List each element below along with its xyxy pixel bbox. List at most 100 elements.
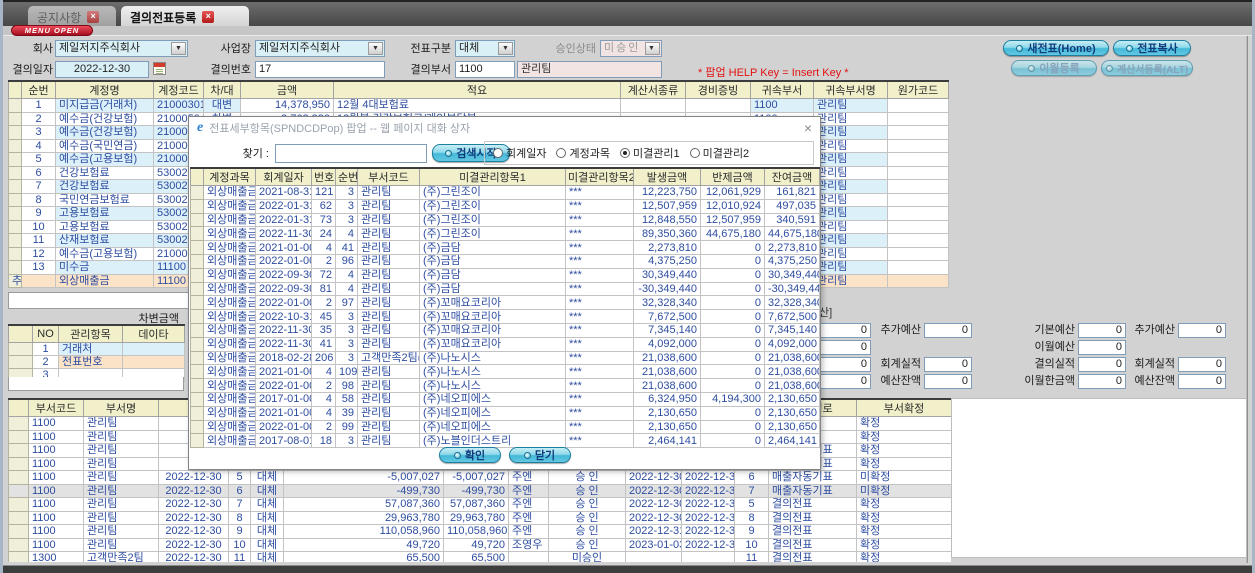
grid-cell[interactable]: 11 — [228, 551, 251, 562]
grid-cell[interactable]: 8 — [21, 192, 56, 207]
grid-cell[interactable]: 관리팀 — [813, 165, 888, 180]
grid-cell[interactable]: 미수금 — [55, 260, 154, 275]
table-row[interactable]: 1 거래처 — [8, 342, 185, 356]
grid-cell[interactable]: 조영우 — [508, 537, 549, 552]
table-row[interactable]: 외상매출금 2021-01-00 4 39 관리팀 (주)네오피에스 *** 2,130,65… — [190, 405, 820, 421]
table-row[interactable]: 외상매출금 2022-01-00 2 99 관리팀 (주)네오피에스 *** 2,130,65… — [190, 419, 820, 435]
calendar-icon[interactable] — [153, 62, 166, 75]
budget-amount-input[interactable]: 0 — [924, 323, 972, 338]
grid-cell[interactable]: 2022-12-30 — [158, 524, 229, 539]
table-row[interactable]: 외상매출금 2022-01-00 2 98 관리팀 (주)나노시스 *** 21,038,60… — [190, 378, 820, 393]
grid-cell[interactable]: 2017-01-00 — [255, 391, 312, 407]
grid-cell[interactable]: 5 — [21, 152, 56, 167]
close-button[interactable]: 닫기 — [508, 447, 571, 463]
grid-cell[interactable]: 1100 — [750, 98, 814, 113]
grid-cell[interactable]: 2,130,650 — [764, 391, 820, 407]
grid-cell[interactable]: 7 — [228, 497, 251, 512]
grid-cell[interactable]: 2022-01-31 — [255, 212, 312, 228]
grid-cell[interactable]: 0 — [700, 295, 765, 311]
grid-cell[interactable]: 44,675,180 — [700, 226, 765, 242]
grid-cell[interactable]: 11 — [21, 233, 56, 248]
grid-cell[interactable]: 2022-12-30 — [625, 497, 682, 512]
grid-cell[interactable] — [887, 152, 949, 167]
grid-cell[interactable]: (주)네오피에스 — [419, 419, 566, 435]
grid-cell[interactable]: 2022-12-30 — [158, 537, 229, 552]
grid-cell[interactable]: 2018-02-28 — [255, 350, 312, 366]
grid-cell[interactable]: 건강보험료 — [55, 165, 154, 180]
row-selector-cell[interactable] — [8, 138, 22, 153]
tab-notice[interactable]: 공지사항 × — [28, 6, 116, 28]
grid-cell[interactable]: (주)금담 — [419, 281, 566, 297]
grid-cell[interactable]: *** — [565, 350, 634, 366]
grid-cell[interactable]: (주)금담 — [419, 253, 566, 269]
grid-cell[interactable]: 2022-09-30 — [255, 267, 312, 283]
grid-cell[interactable]: 97 — [335, 295, 358, 311]
grid-cell[interactable]: 2,130,650 — [633, 419, 701, 435]
grid-cell[interactable]: 12,507,959 — [700, 212, 765, 228]
grid-cell[interactable]: (주)그린조이 — [419, 226, 566, 242]
grid-cell[interactable]: 확정 — [856, 524, 951, 539]
site-select[interactable]: 제일저지주식회사 ▼ — [255, 40, 385, 57]
table-row[interactable]: 외상매출금 2022-01-00 2 97 관리팀 (주)꼬매요코리아 *** 32,328,… — [190, 295, 820, 311]
grid-cell[interactable]: -5,007,027 — [443, 470, 509, 485]
table-row[interactable]: 외상매출금 2017-08-01 18 3 관리팀 (주)노블인더스트리 *** 2,464,… — [190, 433, 820, 449]
row-selector-cell[interactable] — [8, 219, 22, 234]
grid-cell[interactable]: 4,092,000 — [633, 336, 701, 352]
grid-cell[interactable] — [887, 246, 949, 261]
grid-cell[interactable]: 7,345,140 — [764, 322, 820, 338]
grid-cell[interactable]: *** — [565, 378, 634, 393]
table-row[interactable]: 1100 관리팀 2022-12-30 6 대체 -499,730 -499,730 주엔 승 … — [8, 483, 951, 498]
grid-cell[interactable]: 35 — [311, 322, 336, 338]
grid-cell[interactable]: 2022-12-30 — [158, 497, 229, 512]
grid-cell[interactable]: 2022-01-00 — [255, 419, 312, 435]
row-selector-cell[interactable] — [190, 336, 204, 352]
grid-cell[interactable]: 외상매출금 — [203, 405, 256, 421]
budget-amount-input[interactable]: 0 — [1078, 340, 1126, 355]
grid-cell[interactable]: 관리팀 — [357, 419, 420, 435]
grid-cell[interactable]: 2021-01-00 — [255, 364, 312, 380]
grid-cell[interactable]: 2022-01-00 — [255, 295, 312, 311]
grid-cell[interactable] — [122, 355, 185, 369]
grid-cell[interactable]: 승 인 — [548, 524, 626, 539]
grid-cell[interactable]: (주)꼬매요코리아 — [419, 322, 566, 338]
grid-cell[interactable]: 확정 — [856, 510, 951, 525]
grid-cell[interactable]: 0 — [700, 240, 765, 255]
grid-cell[interactable]: 외상매출금 — [203, 309, 256, 324]
grid-cell[interactable]: 4,194,300 — [700, 391, 765, 407]
grid-cell[interactable]: 대체 — [250, 497, 284, 512]
grid-cell[interactable]: 관리팀 — [83, 429, 159, 444]
row-selector-cell[interactable] — [8, 260, 22, 275]
grid-cell[interactable]: 2022-12-30 — [681, 510, 735, 525]
grid-cell[interactable]: 외상매출금 — [203, 185, 256, 200]
grid-cell[interactable]: 5 — [734, 497, 769, 512]
grid-cell[interactable]: 관리팀 — [357, 364, 420, 380]
grid-cell[interactable]: 외상매출금 — [203, 253, 256, 269]
grid-cell[interactable]: 2 — [311, 295, 336, 311]
table-row[interactable]: 1 미지급금(거래처) 21000301 대변 14,378,950 12월 4대보험료 1… — [8, 98, 949, 113]
row-selector-cell[interactable] — [8, 111, 22, 126]
grid-cell[interactable]: 21,038,600 — [633, 378, 701, 393]
grid-cell[interactable]: 예수금(건강보험) — [55, 125, 154, 140]
grid-cell[interactable]: 62 — [311, 198, 336, 214]
grid-cell[interactable]: (주)나노시스 — [419, 350, 566, 366]
budget-amount-input[interactable]: 0 — [1078, 374, 1126, 389]
grid-cell[interactable]: 1 — [32, 342, 59, 356]
grid-cell[interactable]: 2021-01-00 — [255, 405, 312, 421]
grid-cell[interactable]: (주)네오피에스 — [419, 391, 566, 407]
grid-cell[interactable]: 외상매출금 — [203, 198, 256, 214]
grid-cell[interactable]: 확정 — [856, 497, 951, 512]
row-selector-cell[interactable] — [8, 125, 22, 140]
grid-cell[interactable]: 2 — [311, 378, 336, 393]
grid-cell[interactable] — [887, 125, 949, 140]
grid-cell[interactable]: 45 — [311, 309, 336, 324]
grid-cell[interactable]: 99 — [335, 419, 358, 435]
grid-cell[interactable]: (주)나노시스 — [419, 364, 566, 380]
radio-option-미결관리1[interactable]: 미결관리1 — [619, 145, 680, 161]
row-selector-cell[interactable] — [190, 253, 204, 269]
grid-cell[interactable] — [887, 192, 949, 207]
grid-cell[interactable]: 관리팀 — [83, 416, 159, 431]
grid-cell[interactable]: 0 — [700, 267, 765, 283]
grid-cell[interactable]: 2022-10-31 — [255, 309, 312, 324]
grid-cell[interactable]: 결의전표 — [768, 524, 857, 539]
